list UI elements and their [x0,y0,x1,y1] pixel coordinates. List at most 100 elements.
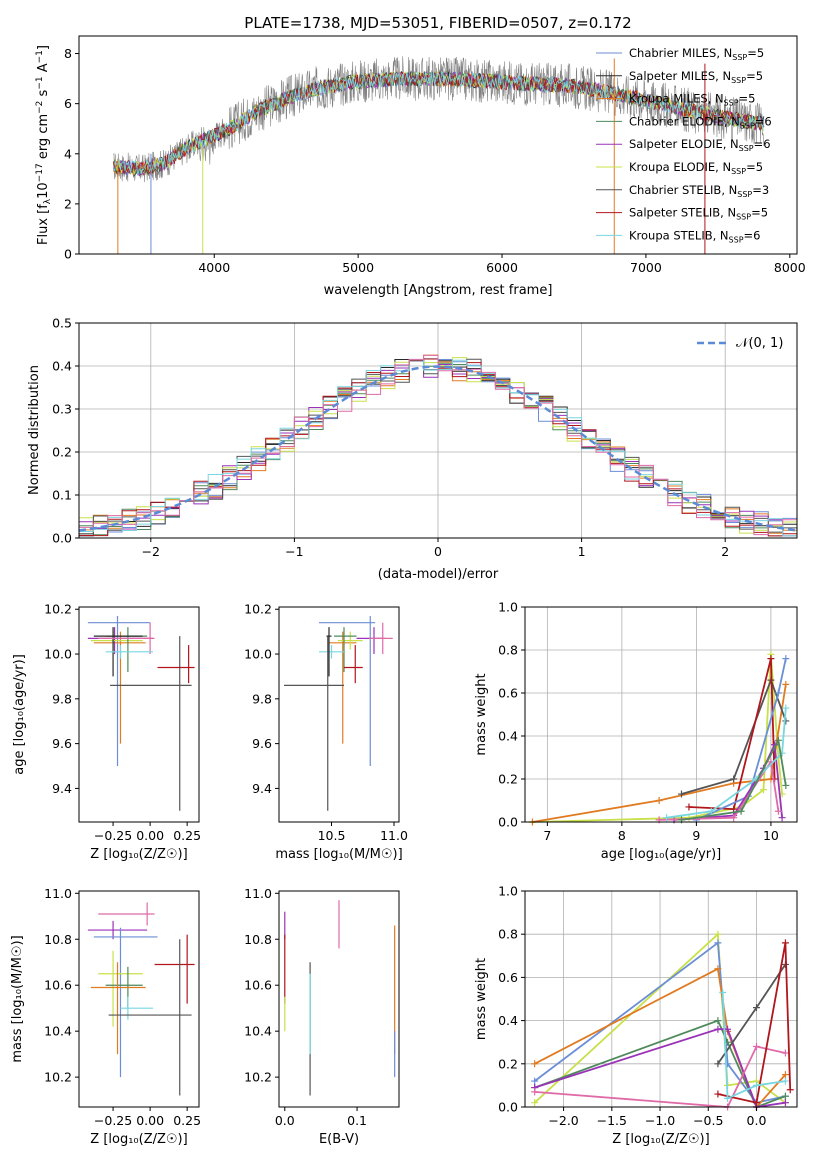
weight-line [681,737,787,821]
weight-marker [714,1025,722,1033]
y-tick-label: 0.6 [498,686,518,701]
weight-age-panel: 7 8 9 10 0.0 0.2 0.4 0.6 0.8 1.0 age [log₁₀(age/yr… [474,600,798,862]
weight-line [721,992,786,1100]
x-axis-label: Z [log₁₀(Z/Z☉)] [90,847,187,862]
spectrum-ylabel: Flux [fλ10−17 erg cm−2 s−1 A−1] [35,45,53,245]
weight-marker [714,1060,722,1068]
x-axis-label: Z [log₁₀(Z/Z☉)] [90,1132,187,1147]
y-tick-label: 4 [64,146,72,161]
y-tick-label: 6 [64,96,72,111]
y-tick-label: 10.2 [44,1070,72,1085]
y-tick-label: 10.2 [244,1070,272,1085]
x-axis-label: E(B-V) [319,1132,359,1147]
y-tick-label: 10.2 [244,602,272,617]
x-tick-label: 9 [692,828,700,843]
ylabel-exp2: −2 [35,101,45,114]
weight-marker [781,1071,789,1079]
weight-marker [685,803,693,811]
errorbars [87,902,195,1096]
y-tick-label: 0.8 [498,927,518,942]
residuals-ticks: −2 −1 0 1 2 0.0 0.1 0.2 0.3 0.4 0.5 [52,316,729,560]
x-tick-label: 11.0 [380,828,408,843]
y-tick-label: 0.3 [52,402,72,417]
spectrum-legend: Chabrier MILES, NSSP=5 Salpeter MILES, NS… [596,46,772,244]
weight-marker [774,689,782,697]
weight-line [696,658,787,821]
weight-marker [767,655,775,663]
y-tick-label: 0.6 [498,970,518,985]
weight-marker [774,736,782,744]
model-spectrum [113,70,765,176]
x-tick-label: 8000 [774,260,806,275]
ylabel-exp3: −1 [35,76,45,89]
y-tick-label: 10.6 [244,978,272,993]
x-tick-label: 10 [763,828,779,843]
y-tick-label: 0.2 [52,445,72,460]
x-tick-label: 6000 [486,260,518,275]
weight-marker [782,655,790,663]
x-tick-label: 0.00 [136,828,164,843]
y-tick-label: 9.8 [252,691,272,706]
y-tick-label: 0.0 [498,1100,518,1115]
x-axis-label: mass [log₁₀(M/M☉)] [275,847,402,862]
residuals-panel: −2 −1 0 1 2 0.0 0.1 0.2 0.3 0.4 0.5 (data-model)/e… [27,316,798,582]
y-tick-label: 9.4 [252,781,272,796]
x-tick-label: 7000 [630,260,662,275]
weight-marker [655,797,663,804]
x-axis-label: age [log₁₀(age/yr)] [601,847,722,862]
y-tick-label: 10.4 [44,1024,72,1039]
y-tick-label: 10.8 [244,932,272,947]
x-tick-label: −0.5 [693,1113,723,1128]
legend-entry: Chabrier STELIB, NSSP=3 [629,183,769,199]
x-tick-label: −2.0 [548,1113,578,1128]
weight-marker [719,989,727,997]
x-tick-label: 0.1 [347,1113,367,1128]
y-tick-label: 0.4 [498,1013,518,1028]
x-tick-label: 0.0 [747,1113,767,1128]
y-tick-label: 0.4 [498,729,518,744]
ylabel-exp4: −1 [35,50,45,63]
y-tick-label: 2 [64,196,72,211]
weight-line [717,942,792,1104]
weight-marker [707,807,715,815]
errorbars [87,615,195,811]
weight-marker [782,680,790,688]
y-tick-label: 1.0 [498,884,518,899]
age-Z-panel: −0.25 0.00 0.25 9.4 9.6 9.8 10.0 10.2 Z [log₁₀(Z… [12,602,201,862]
weight-marker [752,1043,760,1051]
y-tick-label: 0.4 [52,359,72,374]
axes-frame [278,606,400,823]
weight-marker [677,790,685,798]
weight-marker [786,1086,794,1094]
ylabel-rest2: s [36,89,51,100]
legend-entry: Salpeter ELODIE, NSSP=6 [629,137,771,153]
residuals-histograms [78,354,798,538]
x-tick-label: −1 [285,544,303,559]
y-tick-label: 9.8 [52,691,72,706]
x-tick-label: 1 [578,544,586,559]
y-tick-label: 0.0 [498,815,518,830]
weight-marker [781,1049,789,1057]
legend-entry: Kroupa MILES, NSSP=5 [629,92,755,108]
x-tick-label: 5000 [342,260,374,275]
model-spectrum [113,71,765,174]
spectrum-title: PLATE=1738, MJD=53051, FIBERID=0507, z=0… [244,14,631,32]
residuals-ylabel: Normed distribution [27,365,42,495]
y-axis-label: age [log₁₀(age/yr)] [12,654,27,775]
y-tick-label: 0 [64,247,72,262]
weight-marker [724,1094,732,1102]
axes-frame [78,606,200,823]
y-tick-label: 10.2 [44,602,72,617]
x-tick-label: 8 [618,828,626,843]
y-tick-label: 0.2 [498,772,518,787]
mass-Z-panel: −0.25 0.00 0.25 10.2 10.4 10.6 10.8 11.0 Z [log₁… [10,886,201,1147]
ylabel-mid: 10 [36,182,51,199]
weight-line [534,1045,786,1108]
axes-frame [524,606,798,823]
weight-marker [759,786,767,794]
legend-entry: Salpeter STELIB, NSSP=5 [629,206,768,222]
mass-EBV-panel: 0.0 0.1 10.2 10.4 10.6 10.8 11.0 E(B-V) [244,886,400,1147]
x-tick-label: −0.25 [94,828,132,843]
x-tick-label: 0.25 [173,1113,201,1128]
